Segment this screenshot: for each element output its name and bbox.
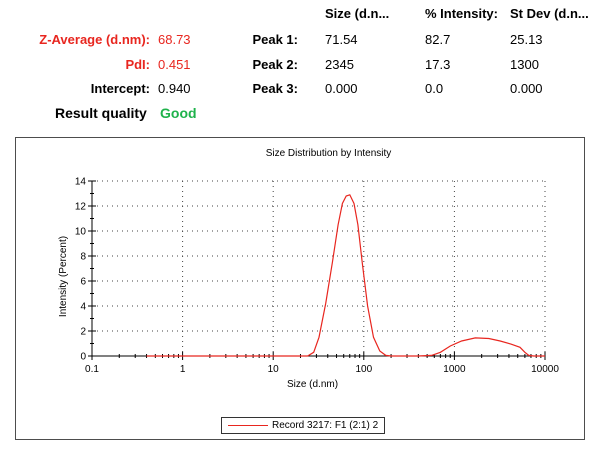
peak-2-intensity: 17.3 (425, 57, 451, 72)
peak-2-label: Peak 2: (252, 57, 298, 72)
legend-series-label: Record 3217: F1 (2:1) 2 (272, 420, 379, 431)
x-tick-label: 1000 (443, 364, 466, 375)
peak-1-intensity: 82.7 (425, 32, 451, 47)
x-tick-label: 100 (355, 364, 372, 375)
chart-legend: Record 3217: F1 (2:1) 2 (221, 417, 385, 434)
chart-title: Size Distribution by Intensity (266, 148, 392, 159)
y-tick-label: 2 (80, 327, 86, 338)
chart-frame (15, 137, 585, 440)
result-quality-value: Good (160, 105, 197, 121)
result-quality-label: Result quality (55, 105, 147, 121)
intensity-column-header: % Intensity: (425, 6, 498, 21)
x-tick-label: 10000 (531, 364, 559, 375)
y-tick-label: 10 (75, 227, 87, 238)
peak-1-stdev: 25.13 (510, 32, 543, 47)
pdi-label: PdI: (125, 57, 150, 72)
stdev-column-header: St Dev (d.n... (510, 6, 589, 21)
x-tick-label: 0.1 (85, 364, 99, 375)
legend-line-swatch (228, 425, 268, 426)
peak-2-size: 2345 (325, 57, 354, 72)
peak-2-stdev: 1300 (510, 57, 539, 72)
x-axis-label: Size (d.nm) (287, 379, 338, 390)
peak-3-intensity: 0.0 (425, 81, 444, 96)
size-column-header: Size (d.n... (325, 6, 390, 21)
peak-3-stdev: 0.000 (510, 81, 543, 96)
peak-1-size: 71.54 (325, 32, 358, 47)
y-tick-label: 4 (80, 302, 86, 313)
z-average-value: 68.73 (158, 32, 191, 47)
peak-1-label: Peak 1: (252, 32, 298, 47)
y-tick-label: 14 (75, 177, 87, 188)
y-tick-label: 12 (75, 202, 87, 213)
intercept-value: 0.940 (158, 81, 191, 96)
x-tick-label: 10 (268, 364, 280, 375)
x-tick-label: 1 (180, 364, 186, 375)
series-line-0 (146, 194, 545, 357)
y-tick-label: 8 (80, 252, 86, 263)
y-axis-label: Intensity (Percent) (58, 236, 69, 317)
z-average-label: Z-Average (d.nm): (39, 32, 150, 47)
y-tick-label: 0 (80, 352, 86, 363)
pdi-value: 0.451 (158, 57, 191, 72)
intercept-label: Intercept: (90, 81, 150, 96)
peak-3-size: 0.000 (325, 81, 358, 96)
peak-3-label: Peak 3: (252, 81, 298, 96)
y-tick-label: 6 (80, 277, 86, 288)
